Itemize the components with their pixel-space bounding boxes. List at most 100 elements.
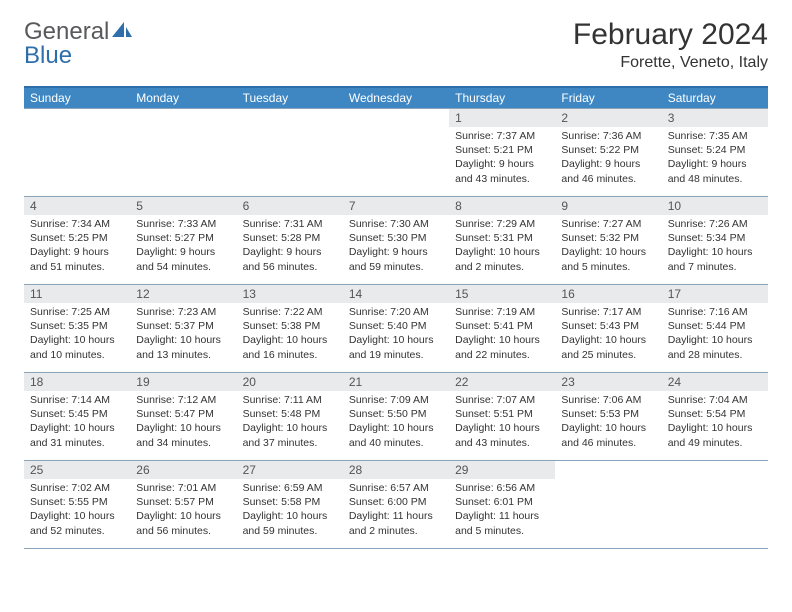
day-data: Sunrise: 7:27 AMSunset: 5:32 PMDaylight:… bbox=[555, 215, 661, 278]
daylight-text: and 56 minutes. bbox=[136, 524, 230, 538]
calendar-day-cell: 17Sunrise: 7:16 AMSunset: 5:44 PMDayligh… bbox=[662, 285, 768, 373]
calendar-day-cell: 25Sunrise: 7:02 AMSunset: 5:55 PMDayligh… bbox=[24, 461, 130, 549]
calendar-day-cell: 6Sunrise: 7:31 AMSunset: 5:28 PMDaylight… bbox=[237, 197, 343, 285]
calendar-header-row: SundayMondayTuesdayWednesdayThursdayFrid… bbox=[24, 87, 768, 109]
sunrise-text: Sunrise: 7:35 AM bbox=[668, 129, 762, 143]
day-number-empty bbox=[24, 109, 130, 127]
daylight-text: and 59 minutes. bbox=[349, 260, 443, 274]
day-number: 23 bbox=[555, 373, 661, 391]
day-number: 14 bbox=[343, 285, 449, 303]
day-data: Sunrise: 7:37 AMSunset: 5:21 PMDaylight:… bbox=[449, 127, 555, 190]
daylight-text: and 10 minutes. bbox=[30, 348, 124, 362]
location-text: Forette, Veneto, Italy bbox=[573, 54, 768, 72]
daylight-text: Daylight: 10 hours bbox=[455, 333, 549, 347]
daylight-text: and 43 minutes. bbox=[455, 436, 549, 450]
day-data: Sunrise: 7:35 AMSunset: 5:24 PMDaylight:… bbox=[662, 127, 768, 190]
daylight-text: and 34 minutes. bbox=[136, 436, 230, 450]
sunset-text: Sunset: 5:55 PM bbox=[30, 495, 124, 509]
daylight-text: and 22 minutes. bbox=[455, 348, 549, 362]
daylight-text: and 48 minutes. bbox=[668, 172, 762, 186]
sunrise-text: Sunrise: 7:22 AM bbox=[243, 305, 337, 319]
daylight-text: Daylight: 10 hours bbox=[30, 421, 124, 435]
daylight-text: Daylight: 9 hours bbox=[455, 157, 549, 171]
day-number: 22 bbox=[449, 373, 555, 391]
day-number: 10 bbox=[662, 197, 768, 215]
day-data: Sunrise: 6:57 AMSunset: 6:00 PMDaylight:… bbox=[343, 479, 449, 542]
calendar-day-cell: 12Sunrise: 7:23 AMSunset: 5:37 PMDayligh… bbox=[130, 285, 236, 373]
day-number: 19 bbox=[130, 373, 236, 391]
calendar-body: 1Sunrise: 7:37 AMSunset: 5:21 PMDaylight… bbox=[24, 109, 768, 549]
sunrise-text: Sunrise: 7:02 AM bbox=[30, 481, 124, 495]
sunrise-text: Sunrise: 7:06 AM bbox=[561, 393, 655, 407]
daylight-text: and 37 minutes. bbox=[243, 436, 337, 450]
day-data: Sunrise: 7:11 AMSunset: 5:48 PMDaylight:… bbox=[237, 391, 343, 454]
brand-part2: Blue bbox=[24, 42, 72, 70]
day-number: 8 bbox=[449, 197, 555, 215]
daylight-text: Daylight: 9 hours bbox=[243, 245, 337, 259]
sunset-text: Sunset: 5:24 PM bbox=[668, 143, 762, 157]
calendar-day-cell: 8Sunrise: 7:29 AMSunset: 5:31 PMDaylight… bbox=[449, 197, 555, 285]
day-number: 7 bbox=[343, 197, 449, 215]
daylight-text: Daylight: 10 hours bbox=[136, 421, 230, 435]
sunrise-text: Sunrise: 7:26 AM bbox=[668, 217, 762, 231]
daylight-text: Daylight: 9 hours bbox=[349, 245, 443, 259]
day-data: Sunrise: 7:23 AMSunset: 5:37 PMDaylight:… bbox=[130, 303, 236, 366]
calendar-day-cell: 18Sunrise: 7:14 AMSunset: 5:45 PMDayligh… bbox=[24, 373, 130, 461]
calendar-empty-cell bbox=[237, 109, 343, 197]
daylight-text: and 5 minutes. bbox=[455, 524, 549, 538]
day-number-empty bbox=[343, 109, 449, 127]
day-number: 21 bbox=[343, 373, 449, 391]
sunset-text: Sunset: 5:38 PM bbox=[243, 319, 337, 333]
calendar-day-cell: 7Sunrise: 7:30 AMSunset: 5:30 PMDaylight… bbox=[343, 197, 449, 285]
sunrise-text: Sunrise: 7:12 AM bbox=[136, 393, 230, 407]
daylight-text: Daylight: 9 hours bbox=[30, 245, 124, 259]
sunset-text: Sunset: 5:32 PM bbox=[561, 231, 655, 245]
daylight-text: Daylight: 10 hours bbox=[668, 421, 762, 435]
sunset-text: Sunset: 5:44 PM bbox=[668, 319, 762, 333]
sunset-text: Sunset: 5:41 PM bbox=[455, 319, 549, 333]
sunset-text: Sunset: 5:58 PM bbox=[243, 495, 337, 509]
calendar-day-cell: 28Sunrise: 6:57 AMSunset: 6:00 PMDayligh… bbox=[343, 461, 449, 549]
daylight-text: and 43 minutes. bbox=[455, 172, 549, 186]
day-data: Sunrise: 7:09 AMSunset: 5:50 PMDaylight:… bbox=[343, 391, 449, 454]
calendar-day-cell: 21Sunrise: 7:09 AMSunset: 5:50 PMDayligh… bbox=[343, 373, 449, 461]
calendar-day-cell: 4Sunrise: 7:34 AMSunset: 5:25 PMDaylight… bbox=[24, 197, 130, 285]
calendar-table: SundayMondayTuesdayWednesdayThursdayFrid… bbox=[24, 86, 768, 549]
sunrise-text: Sunrise: 7:04 AM bbox=[668, 393, 762, 407]
daylight-text: and 56 minutes. bbox=[243, 260, 337, 274]
day-number: 29 bbox=[449, 461, 555, 479]
sunset-text: Sunset: 5:28 PM bbox=[243, 231, 337, 245]
day-data: Sunrise: 7:36 AMSunset: 5:22 PMDaylight:… bbox=[555, 127, 661, 190]
day-data: Sunrise: 7:01 AMSunset: 5:57 PMDaylight:… bbox=[130, 479, 236, 542]
sunset-text: Sunset: 5:54 PM bbox=[668, 407, 762, 421]
daylight-text: and 16 minutes. bbox=[243, 348, 337, 362]
daylight-text: and 25 minutes. bbox=[561, 348, 655, 362]
calendar-day-cell: 26Sunrise: 7:01 AMSunset: 5:57 PMDayligh… bbox=[130, 461, 236, 549]
calendar-day-cell: 19 Sunrise: 7:12 AMSunset: 5:47 PMDayligh… bbox=[130, 373, 236, 461]
day-number: 12 bbox=[130, 285, 236, 303]
sunset-text: Sunset: 5:22 PM bbox=[561, 143, 655, 157]
sunset-text: Sunset: 5:47 PM bbox=[136, 407, 230, 421]
day-number: 2 bbox=[555, 109, 661, 127]
calendar-day-cell: 9Sunrise: 7:27 AMSunset: 5:32 PMDaylight… bbox=[555, 197, 661, 285]
sunrise-text: Sunrise: 7:23 AM bbox=[136, 305, 230, 319]
calendar-day-cell: 1Sunrise: 7:37 AMSunset: 5:21 PMDaylight… bbox=[449, 109, 555, 197]
daylight-text: Daylight: 11 hours bbox=[349, 509, 443, 523]
sunset-text: Sunset: 5:37 PM bbox=[136, 319, 230, 333]
daylight-text: and 51 minutes. bbox=[30, 260, 124, 274]
day-data: Sunrise: 7:06 AMSunset: 5:53 PMDaylight:… bbox=[555, 391, 661, 454]
day-data: Sunrise: 7:25 AMSunset: 5:35 PMDaylight:… bbox=[24, 303, 130, 366]
calendar-day-cell: 24Sunrise: 7:04 AMSunset: 5:54 PMDayligh… bbox=[662, 373, 768, 461]
daylight-text: Daylight: 10 hours bbox=[136, 509, 230, 523]
calendar-empty-cell bbox=[130, 109, 236, 197]
weekday-header: Thursday bbox=[449, 87, 555, 109]
daylight-text: Daylight: 10 hours bbox=[30, 333, 124, 347]
daylight-text: and 28 minutes. bbox=[668, 348, 762, 362]
sunset-text: Sunset: 6:01 PM bbox=[455, 495, 549, 509]
sunrise-text: Sunrise: 7:01 AM bbox=[136, 481, 230, 495]
day-number: 15 bbox=[449, 285, 555, 303]
daylight-text: Daylight: 10 hours bbox=[561, 421, 655, 435]
header: General February 2024 Forette, Veneto, I… bbox=[24, 18, 768, 72]
sunrise-text: Sunrise: 6:59 AM bbox=[243, 481, 337, 495]
sunrise-text: Sunrise: 7:33 AM bbox=[136, 217, 230, 231]
